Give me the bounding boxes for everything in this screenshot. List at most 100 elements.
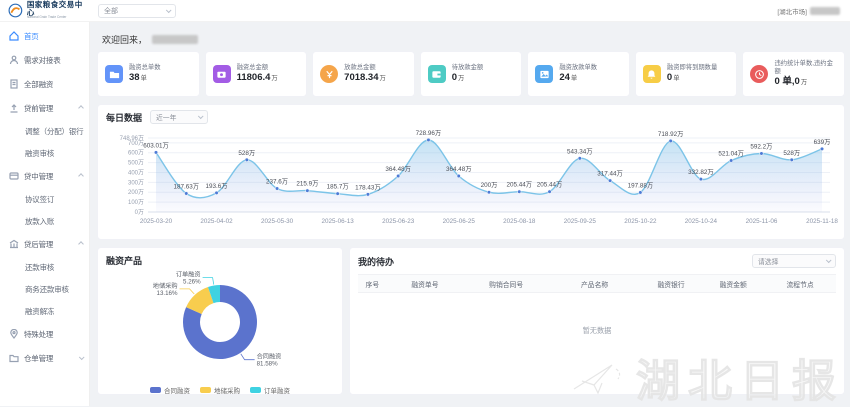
svg-text:200万: 200万 (481, 181, 498, 189)
market-filter-select[interactable]: 全部 (98, 4, 176, 18)
sidebar-item-special-handling[interactable]: 特殊处理 (0, 322, 89, 346)
col-product-name: 产品名称 (549, 279, 640, 289)
stat-unit: 单 (673, 75, 679, 82)
pie-legend: 合同融资 地储采购 订单融资 (106, 385, 334, 395)
sidebar-item-loan-entry[interactable]: 放款入账 (0, 210, 89, 232)
stat-value: 0 (667, 72, 672, 83)
svg-text:521.04万: 521.04万 (718, 150, 744, 158)
sidebar-item-label: 全部融资 (24, 79, 53, 90)
stat-value: 38 (129, 72, 140, 83)
todo-table-header: 序号 融资单号 购销合同号 产品名称 融资银行 融资金额 流程节点 (358, 274, 836, 293)
svg-text:237.6万: 237.6万 (266, 178, 288, 186)
stat-label: 待放款金额 (452, 64, 483, 72)
chevron-up-icon (78, 241, 84, 247)
svg-text:178.43万: 178.43万 (355, 183, 381, 191)
sidebar-item-home[interactable]: 首页 (0, 24, 89, 48)
stat-card-default-stats: 违约统计单数,违约金额 0 单,0万 (742, 51, 845, 97)
sidebar-item-label: 需求对接表 (24, 55, 61, 66)
money-purple-icon (213, 65, 231, 83)
home-icon (9, 31, 19, 41)
todo-filter-select[interactable]: 请选择 (752, 254, 836, 268)
sidebar-item-label: 调整（分配）银行 (25, 126, 83, 137)
stat-value: 0 单,0 (774, 76, 799, 87)
svg-text:500万: 500万 (128, 160, 144, 167)
sidebar-group-warehouse-receipt[interactable]: 仓单管理 (0, 346, 89, 370)
legend-item-contract[interactable]: 合同融资 (150, 385, 190, 395)
svg-text:187.63万: 187.63万 (173, 182, 199, 190)
document-icon (9, 79, 19, 89)
user-market-label: [湖北市场] (777, 6, 807, 16)
stat-unit: 万 (458, 75, 464, 82)
sidebar-item-label: 贷中管理 (24, 171, 53, 182)
sidebar-item-business-repayment-review[interactable]: 商务还款审核 (0, 278, 89, 300)
svg-text:728.96万: 728.96万 (416, 129, 442, 137)
brand-name-cn: 国家粮食交易中心 (27, 1, 90, 16)
svg-text:2025-06-13: 2025-06-13 (322, 218, 355, 225)
pie-chart-title: 融资产品 (106, 254, 142, 267)
sidebar-group-mid-loan[interactable]: 贷中管理 (0, 164, 89, 188)
legend-item-order[interactable]: 订单融资 (250, 385, 290, 395)
stat-card-disbursed-amount: 放款总金额 7018.34万 (312, 51, 415, 97)
sidebar-item-demand-docking[interactable]: 需求对接表 (0, 48, 89, 72)
legend-label: 订单融资 (264, 385, 290, 395)
chart-range-select[interactable]: 近一年 (150, 110, 208, 124)
stat-value: 24 (559, 72, 570, 83)
svg-text:2025-11-18: 2025-11-18 (806, 218, 838, 225)
svg-text:639万: 639万 (814, 138, 831, 146)
svg-text:748.96万: 748.96万 (120, 135, 144, 142)
grain-center-logo-icon (8, 3, 23, 18)
welcome-user-redacted (152, 35, 198, 44)
svg-text:592.2万: 592.2万 (750, 142, 772, 150)
welcome-bar: 欢迎回来， (97, 29, 845, 49)
chart-range-value: 近一年 (156, 112, 176, 122)
legend-item-local-storage[interactable]: 地储采购 (200, 385, 240, 395)
stat-card-total-amount: 融资总金额 11806.4万 (205, 51, 308, 97)
svg-text:364.48万: 364.48万 (446, 165, 472, 173)
sidebar-item-financing-review[interactable]: 融资审核 (0, 142, 89, 164)
bell-yellow-icon (643, 65, 661, 83)
person-icon (9, 55, 19, 65)
stat-unit: 单 (141, 75, 147, 82)
sidebar-item-label: 贷前管理 (24, 103, 53, 114)
svg-text:600万: 600万 (128, 150, 144, 157)
svg-text:200万: 200万 (128, 189, 144, 196)
svg-text:528万: 528万 (783, 149, 800, 157)
top-header: 国家粮食交易中心 National Grain Trade Center 全部 … (0, 0, 850, 22)
user-name-redacted[interactable] (810, 7, 840, 15)
col-process-node: 流程节点 (764, 279, 836, 289)
sidebar-item-repayment-review[interactable]: 还款审核 (0, 256, 89, 278)
legend-label: 合同融资 (164, 385, 190, 395)
stat-label: 融资放款单数 (559, 64, 597, 72)
sidebar-item-adjust-bank[interactable]: 调整（分配）银行 (0, 120, 89, 142)
sidebar-item-label: 还款审核 (25, 262, 54, 273)
svg-text:2025-04-02: 2025-04-02 (200, 218, 233, 225)
stat-card-pending-amount: 待放款金额 0万 (420, 51, 523, 97)
welcome-text: 欢迎回来， (102, 33, 147, 46)
market-filter-value: 全部 (104, 6, 118, 16)
main-content: 欢迎回来， 融资总单数 38单 融资总金额 11806.4万 放款总金额 (91, 22, 850, 406)
sidebar-item-agreement-signing[interactable]: 协议签订 (0, 188, 89, 210)
svg-text:2025-11-06: 2025-11-06 (746, 218, 778, 225)
sidebar-item-label: 仓单管理 (24, 353, 53, 364)
stat-unit: 万 (380, 75, 386, 82)
svg-text:400万: 400万 (128, 169, 144, 176)
sidebar-item-financing-unfreeze[interactable]: 融资解冻 (0, 300, 89, 322)
sidebar-group-post-loan[interactable]: 贷后管理 (0, 232, 89, 256)
sidebar-item-all-financing[interactable]: 全部融资 (0, 72, 89, 96)
stat-label: 融资总单数 (129, 64, 160, 72)
image-blue-icon (535, 65, 553, 83)
svg-text:2025-06-23: 2025-06-23 (382, 218, 415, 225)
todo-table: 序号 融资单号 购销合同号 产品名称 融资银行 融资金额 流程节点 (358, 274, 836, 293)
daily-data-chart: 0万100万200万300万400万500万600万700万748.96万603… (106, 124, 842, 236)
coin-orange-icon (320, 65, 338, 83)
chevron-down-icon (826, 257, 832, 263)
svg-text:205.44万: 205.44万 (537, 181, 563, 189)
stat-value: 11806.4 (237, 72, 271, 83)
sidebar-item-label: 协议签订 (25, 194, 54, 205)
sidebar-group-pre-loan[interactable]: 贷前管理 (0, 96, 89, 120)
col-index: 序号 (358, 279, 387, 289)
svg-text:603.01万: 603.01万 (143, 141, 169, 149)
